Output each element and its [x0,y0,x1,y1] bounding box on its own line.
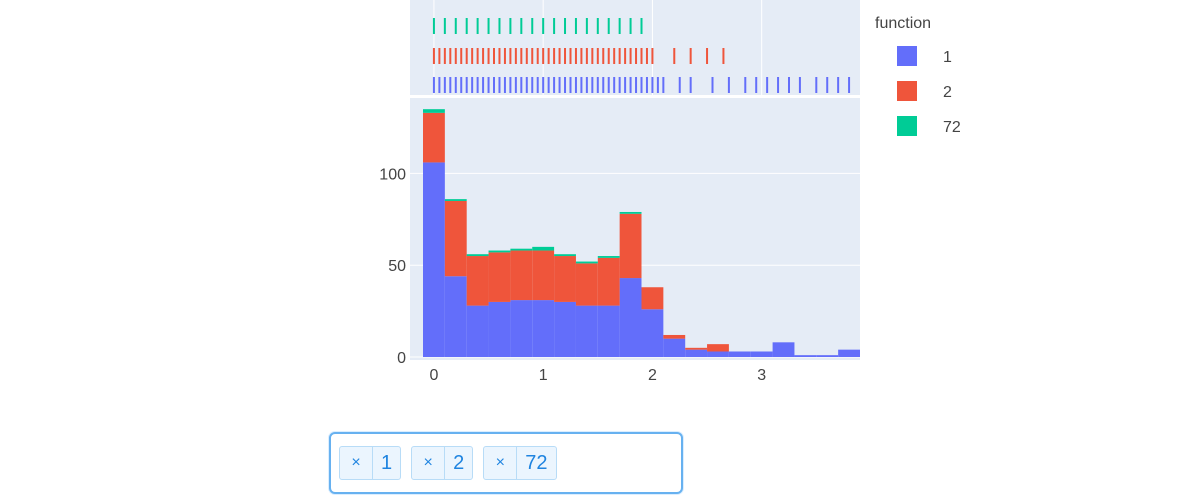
histogram-bar-series-72 [554,254,576,257]
y-axis-ticks: 0 50 100 [379,166,406,367]
histogram-bar-series-1 [663,338,686,357]
histogram-bar-series-2 [619,213,642,279]
chip-label: 1 [381,451,393,474]
histogram-bar-series-1 [838,349,860,357]
x-axis-ticks: 0 1 2 3 [429,367,766,384]
histogram-bar-series-2 [466,256,489,306]
histogram-chart: 0 50 100 0 1 2 3 function 1 2 72 [379,0,961,384]
chip-label: 2 [453,451,465,474]
chip-label: 72 [525,451,548,474]
histogram-bar-series-1 [575,305,598,357]
remove-chip-icon[interactable]: × [484,447,518,479]
histogram-bar-series-1 [510,300,533,357]
filter-chip-72[interactable]: × 72 [483,446,557,480]
histogram-bar-series-2 [444,200,467,277]
histogram-bar-series-1 [641,309,664,357]
legend-swatch-series-72[interactable] [897,116,917,136]
histogram-bar-series-1 [750,351,773,357]
legend-swatch-series-2[interactable] [897,81,917,101]
histogram-bar-series-1 [707,351,729,357]
histogram-bar-series-2 [554,256,576,302]
legend-title: function [875,15,931,32]
histogram-bar-series-2 [488,252,511,302]
histogram-bar-series-1 [466,305,489,357]
histogram-bar-series-2 [597,257,620,306]
x-tick-label: 2 [648,367,657,384]
histogram-bar-series-2 [685,347,708,350]
histogram-bar-series-1 [488,301,511,357]
filter-chip-2[interactable]: × 2 [411,446,474,480]
legend-swatch-series-1[interactable] [897,46,917,66]
histogram-bars [423,109,860,357]
x-tick-label: 1 [539,367,548,384]
remove-chip-icon[interactable]: × [412,447,446,479]
histogram-bar-series-2 [510,250,533,301]
x-tick-label: 0 [429,367,438,384]
histogram-bar-series-1 [532,300,555,357]
histogram-bar-series-72 [597,256,620,258]
histogram-bar-series-72 [619,211,642,214]
histogram-bar-series-2 [707,344,729,352]
histogram-bar-series-1 [685,349,708,357]
histogram-bar-series-1 [597,305,620,357]
histogram-bar-series-1 [816,355,839,357]
histogram-bar-series-1 [619,278,642,357]
histogram-bar-series-72 [488,250,511,253]
histogram-bar-series-72 [575,261,598,264]
histogram-bar-series-72 [510,248,533,251]
y-tick-label: 0 [397,350,406,367]
histogram-bar-series-2 [532,250,555,301]
rug-plot-background [410,0,860,95]
histogram-bar-series-72 [423,109,445,113]
filter-chip-1[interactable]: × 1 [339,446,402,480]
histogram-bar-series-2 [663,334,686,339]
histogram-bar-series-1 [444,276,467,357]
histogram-bar-series-2 [423,112,445,163]
y-tick-label: 50 [388,258,406,275]
histogram-bar-series-1 [554,301,576,357]
rug-plot [432,18,851,93]
legend-label: 72 [943,119,961,136]
histogram-bar-series-72 [466,254,489,257]
legend[interactable]: function 1 2 72 [875,15,961,136]
x-tick-label: 3 [757,367,766,384]
histogram-bar-series-1 [794,355,817,357]
histogram-bar-series-1 [772,342,795,357]
legend-label: 1 [943,49,952,66]
histogram-bar-series-2 [641,287,664,310]
histogram-bar-series-72 [532,246,555,251]
function-multi-select[interactable]: × 1 × 2 × 72 [329,432,683,494]
remove-chip-icon[interactable]: × [340,447,373,479]
histogram-bar-series-1 [423,162,445,357]
histogram-bar-series-72 [444,199,467,201]
histogram-bar-series-1 [728,351,751,357]
legend-label: 2 [943,84,952,101]
histogram-bar-series-2 [575,263,598,306]
y-tick-label: 100 [379,166,406,183]
